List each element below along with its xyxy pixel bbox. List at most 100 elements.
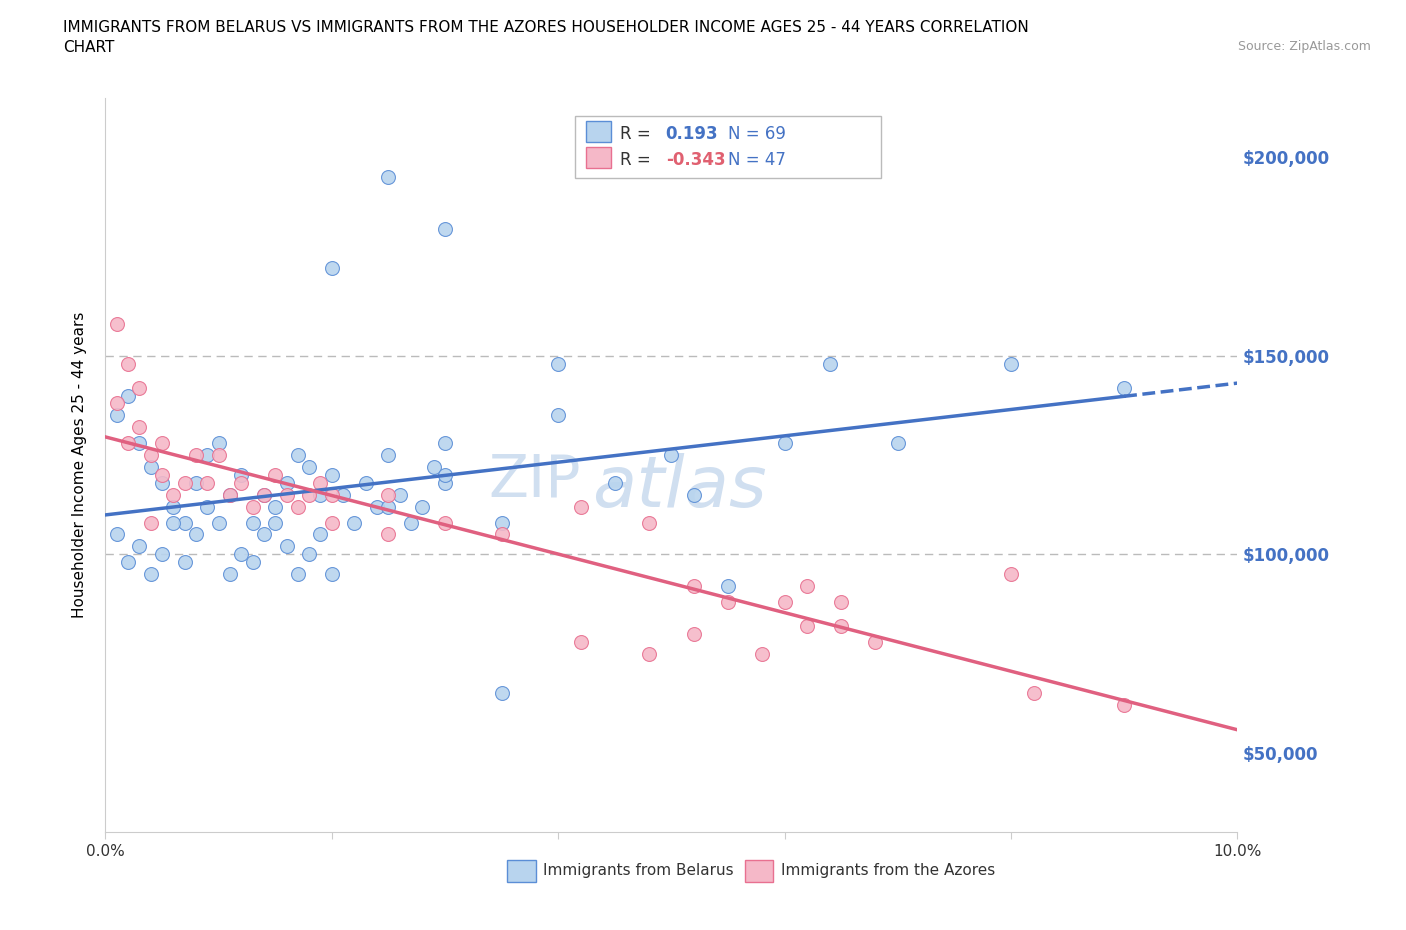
Point — [683, 487, 706, 502]
Point — [887, 436, 910, 451]
Point — [717, 578, 740, 593]
Text: Immigrants from the Azores: Immigrants from the Azores — [782, 863, 995, 878]
Point — [818, 356, 841, 371]
Point — [433, 468, 456, 483]
Point — [298, 459, 321, 474]
Point — [231, 468, 253, 483]
Point — [105, 408, 128, 423]
Point — [377, 499, 399, 514]
Point — [173, 515, 195, 530]
Point — [830, 594, 852, 609]
Point — [117, 356, 139, 371]
Point — [1000, 356, 1022, 371]
Point — [377, 527, 399, 542]
Point — [105, 396, 128, 411]
Point — [264, 515, 287, 530]
Point — [603, 475, 626, 490]
Text: IMMIGRANTS FROM BELARUS VS IMMIGRANTS FROM THE AZORES HOUSEHOLDER INCOME AGES 25: IMMIGRANTS FROM BELARUS VS IMMIGRANTS FR… — [63, 20, 1029, 35]
Point — [219, 566, 242, 581]
Point — [105, 316, 128, 331]
Point — [128, 380, 150, 395]
Point — [195, 475, 218, 490]
Point — [105, 527, 128, 542]
Text: Immigrants from Belarus: Immigrants from Belarus — [544, 863, 734, 878]
Point — [411, 499, 433, 514]
Text: N = 69: N = 69 — [728, 126, 786, 143]
Point — [276, 487, 298, 502]
Point — [128, 539, 150, 554]
Point — [1000, 566, 1022, 581]
Bar — [586, 122, 612, 142]
Point — [184, 527, 207, 542]
Point — [117, 436, 139, 451]
Point — [547, 408, 569, 423]
Point — [366, 499, 388, 514]
Point — [242, 515, 264, 530]
Point — [150, 436, 173, 451]
Point — [343, 515, 366, 530]
Point — [863, 634, 886, 649]
Point — [773, 594, 796, 609]
Point — [569, 499, 592, 514]
Point — [173, 555, 195, 570]
Point — [433, 515, 456, 530]
Point — [173, 475, 195, 490]
Point — [354, 475, 377, 490]
Point — [683, 578, 706, 593]
Point — [184, 475, 207, 490]
Point — [264, 499, 287, 514]
Point — [796, 618, 818, 633]
Point — [321, 261, 343, 276]
Point — [219, 487, 242, 502]
Text: CHART: CHART — [63, 40, 115, 55]
Point — [298, 547, 321, 562]
Point — [219, 487, 242, 502]
Point — [422, 459, 444, 474]
Text: 0.193: 0.193 — [665, 126, 718, 143]
Point — [830, 618, 852, 633]
Point — [547, 356, 569, 371]
Point — [377, 487, 399, 502]
Point — [298, 487, 321, 502]
Point — [184, 447, 207, 462]
Point — [208, 447, 231, 462]
Point — [195, 447, 218, 462]
Point — [321, 487, 343, 502]
Point — [388, 487, 411, 502]
Text: -0.343: -0.343 — [665, 151, 725, 169]
Point — [162, 515, 184, 530]
Point — [433, 436, 456, 451]
Point — [128, 419, 150, 434]
Point — [569, 634, 592, 649]
Point — [162, 487, 184, 502]
Point — [139, 459, 162, 474]
Point — [661, 447, 683, 462]
Point — [491, 686, 513, 701]
Point — [1022, 686, 1045, 701]
Point — [150, 468, 173, 483]
Point — [287, 447, 309, 462]
Text: R =: R = — [620, 151, 657, 169]
Point — [208, 436, 231, 451]
Point — [491, 527, 513, 542]
Point — [253, 487, 276, 502]
Point — [253, 487, 276, 502]
Point — [231, 475, 253, 490]
Bar — [745, 860, 773, 883]
Point — [208, 515, 231, 530]
Point — [332, 487, 354, 502]
Text: R =: R = — [620, 126, 657, 143]
Point — [276, 475, 298, 490]
Point — [683, 626, 706, 641]
Point — [264, 468, 287, 483]
Point — [1114, 698, 1136, 712]
Point — [139, 515, 162, 530]
Point — [309, 475, 332, 490]
Point — [637, 515, 659, 530]
Point — [321, 566, 343, 581]
Point — [491, 515, 513, 530]
Text: atlas: atlas — [592, 453, 766, 522]
Text: ZIP: ZIP — [488, 451, 581, 508]
Point — [399, 515, 422, 530]
Point — [309, 527, 332, 542]
